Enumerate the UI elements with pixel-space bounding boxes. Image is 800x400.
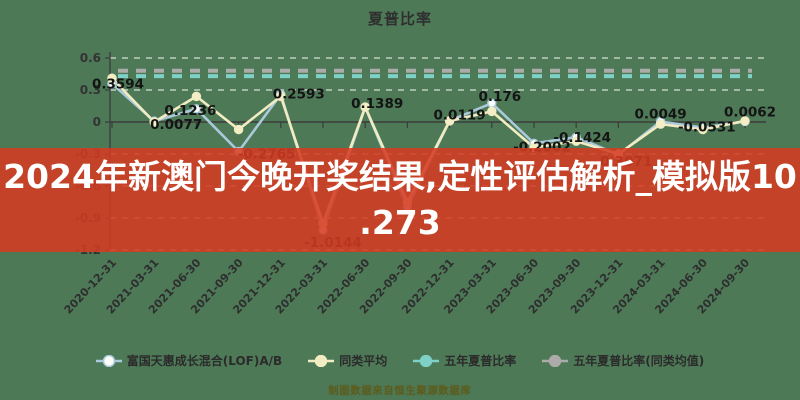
data-point-label: -0.1424 — [553, 130, 611, 146]
peer-data-point — [233, 124, 244, 135]
legend-label-peer-average: 同类平均 — [339, 354, 388, 368]
legend-item-fund[interactable]: 富国天惠成长混合(LOF)A/B — [95, 352, 283, 369]
peer-data-point — [276, 91, 286, 102]
y-axis-label: 0 — [93, 115, 101, 129]
data-point-label: -0.0531 — [678, 120, 736, 136]
peer-data-point — [698, 124, 708, 135]
peer-data-point — [149, 117, 159, 127]
data-source-watermark: 制图数据来自恒生聚源数据库 — [328, 386, 472, 397]
banner-text-line2: .273 — [359, 203, 441, 242]
peer-data-point — [740, 116, 750, 126]
data-point-label: 0.0077 — [150, 117, 202, 133]
legend-marker-peer-average — [308, 354, 335, 367]
legend-label-5y-sharpe-peer: 五年夏普比率(同类均值) — [573, 354, 705, 368]
y-axis-label: 0.6 — [80, 51, 101, 65]
data-point-label: 0.3594 — [92, 77, 144, 93]
peer-data-point — [655, 119, 666, 129]
data-point-label: 0.1236 — [164, 103, 216, 119]
legend-marker-5y-sharpe-peer — [542, 354, 569, 367]
legend-label-5y-sharpe: 五年夏普比率 — [444, 354, 517, 368]
peer-data-point — [191, 91, 202, 102]
legend-label-fund: 富国天惠成长混合(LOF)A/B — [126, 354, 283, 368]
data-point-label: 0.1389 — [351, 96, 403, 112]
fund-data-point — [191, 104, 202, 114]
peer-data-point — [444, 116, 455, 126]
y-axis-label: 0.3 — [80, 83, 101, 97]
legend-item-peer-average[interactable]: 同类平均 — [308, 352, 387, 369]
legend-marker-fund — [95, 354, 122, 367]
chart-legend: 富国天惠成长混合(LOF)A/B 同类平均 五年夏普比率 五年夏普比率(同类均值… — [0, 352, 800, 369]
data-point-label: 0.2593 — [273, 86, 325, 102]
overlay-ad-banner[interactable]: 2024年新澳门今晚开奖结果,定性评估解析_模拟版10 .273 — [0, 148, 800, 252]
peer-data-point — [360, 102, 370, 112]
peer-data-point — [571, 136, 581, 146]
legend-item-5y-sharpe[interactable]: 五年夏普比率 — [413, 352, 516, 369]
data-point-label: 0.0119 — [434, 108, 486, 124]
chart-title: 夏普比率 — [367, 10, 432, 28]
peer-data-point — [487, 106, 497, 117]
peer-data-point — [107, 73, 117, 84]
legend-marker-5y-sharpe — [413, 354, 440, 367]
legend-item-5y-sharpe-peer[interactable]: 五年夏普比率(同类均值) — [542, 352, 704, 369]
banner-text-line1: 2024年新澳门今晚开奖结果,定性评估解析_模拟版10 — [3, 157, 797, 197]
data-point-label: 0.0049 — [635, 106, 687, 122]
data-point-label: 0.0062 — [724, 104, 776, 120]
data-point-label: 0.176 — [478, 89, 521, 105]
